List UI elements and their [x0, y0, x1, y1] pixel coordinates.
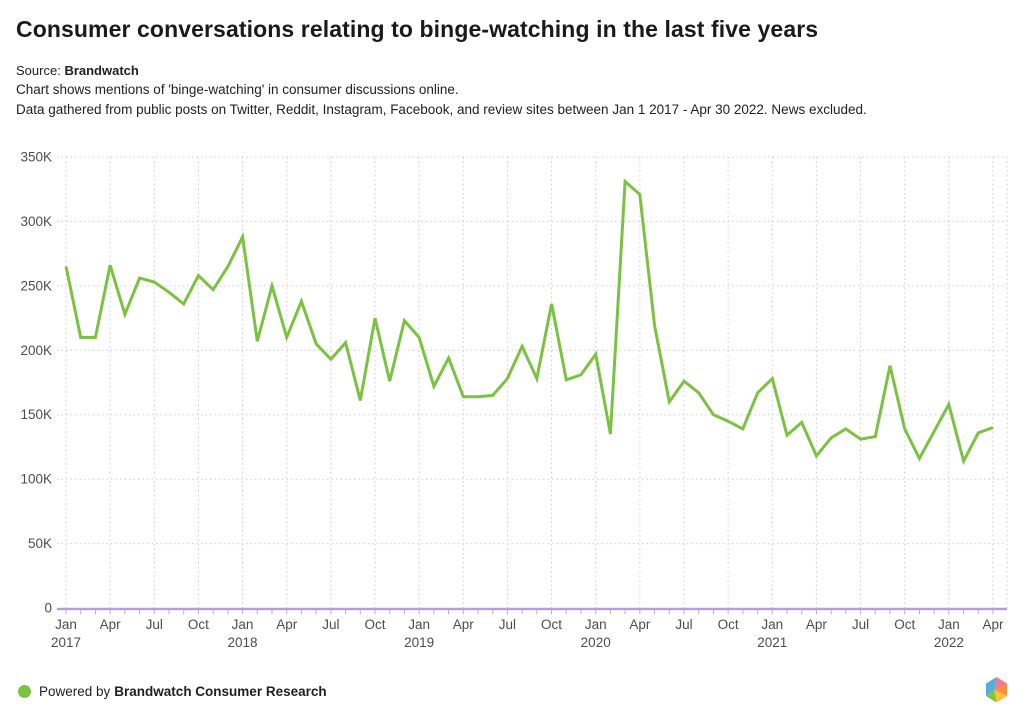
line-chart: 0 50K 100K 150K 200K 250K 300K 350K Jan 2017 Apr Ju…: [20, 150, 1008, 650]
chart-area: 0 50K 100K 150K 200K 250K 300K 350K Jan 2017 Apr Ju…: [0, 140, 1024, 665]
y-axis-label: 100K: [20, 472, 52, 487]
y-axis-label: 300K: [20, 214, 52, 229]
x-axis-year-label: 2019: [404, 635, 434, 650]
x-axis-label: Jan: [938, 617, 960, 632]
x-axis-year-label: 2020: [581, 635, 611, 650]
source-line: Source: Brandwatch: [16, 63, 139, 78]
x-axis-label: Jul: [499, 617, 516, 632]
x-axis-label: Apr: [276, 617, 298, 632]
x-axis-year-label: 2021: [757, 635, 787, 650]
x-axis-label: Oct: [894, 617, 915, 632]
x-axis-label: Jan: [232, 617, 254, 632]
y-axis-label: 150K: [20, 407, 52, 422]
brandwatch-logo-icon: [986, 677, 1007, 703]
powered-by-footer: Powered by Brandwatch Consumer Research: [18, 682, 327, 700]
x-axis-label: Apr: [806, 617, 828, 632]
x-axis-label: Jul: [675, 617, 692, 632]
x-axis-year-label: 2017: [51, 635, 81, 650]
x-axis-label: Oct: [541, 617, 562, 632]
x-axis-label: Apr: [453, 617, 475, 632]
x-axis-year-label: 2022: [934, 635, 964, 650]
x-axis-label: Apr: [629, 617, 651, 632]
x-axis-label: Jul: [322, 617, 339, 632]
y-axis-label: 200K: [20, 343, 52, 358]
chart-description-line-2: Data gathered from public posts on Twitt…: [16, 102, 867, 117]
x-axis-label: Jan: [408, 617, 430, 632]
x-axis-label: Apr: [100, 617, 122, 632]
x-axis-label: Jan: [55, 617, 77, 632]
x-axis-label: Oct: [188, 617, 209, 632]
source-label: Source:: [16, 63, 61, 78]
powered-by-label: Powered by: [39, 683, 111, 699]
chart-title: Consumer conversations relating to binge…: [16, 16, 819, 42]
x-axis-label: Oct: [718, 617, 739, 632]
x-axis-label: Jan: [761, 617, 783, 632]
series-line: [64, 178, 994, 466]
x-axis-label: Jul: [852, 617, 869, 632]
x-axis-label: Jul: [146, 617, 163, 632]
y-axis-label: 0: [44, 601, 52, 616]
y-axis-label: 350K: [20, 150, 52, 165]
chart-description-line-1: Chart shows mentions of 'binge-watching'…: [16, 82, 459, 97]
brand-dot-icon: [18, 684, 31, 698]
x-axis-label: Jan: [585, 617, 607, 632]
x-axis-label: Apr: [982, 617, 1004, 632]
brand-name: Brandwatch Consumer Research: [114, 683, 327, 699]
x-axis-year-label: 2018: [228, 635, 258, 650]
x-axis-label: Oct: [364, 617, 385, 632]
y-axis-label: 250K: [20, 278, 52, 293]
y-axis-label: 50K: [28, 536, 52, 551]
source-value: Brandwatch: [64, 63, 139, 78]
